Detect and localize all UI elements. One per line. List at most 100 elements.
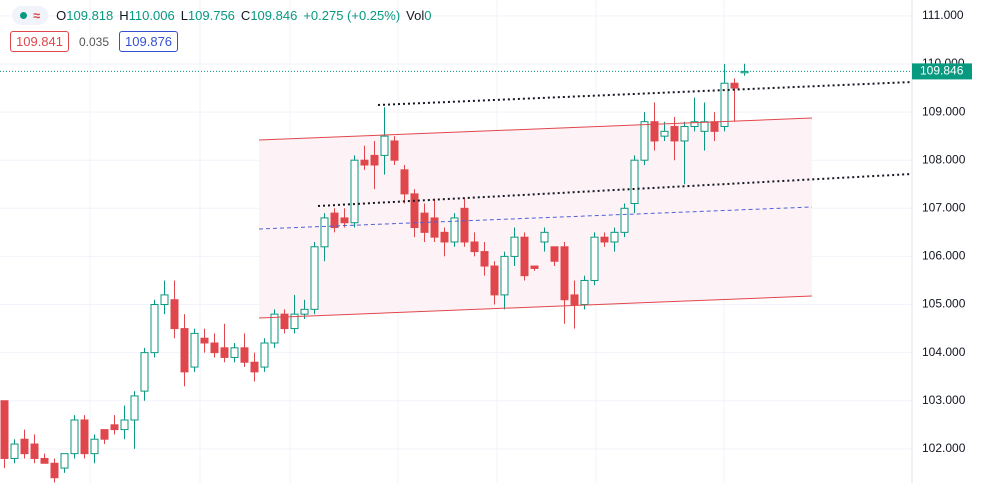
candle-body [310,246,319,310]
candle-body [300,308,309,315]
candle-body [170,299,179,330]
candle-body [550,246,559,262]
candle-body [650,121,659,142]
legend-row: ≈ O109.818 H110.006 L109.756 C109.846 +0.27… [12,6,431,25]
candle-body [620,207,629,233]
candle-body [640,121,649,161]
candle-body [60,453,69,469]
y-tick-label: 108.000 [922,152,966,166]
y-tick-label: 105.000 [922,297,966,311]
candle-body [360,159,369,166]
candle-body [500,255,509,296]
candle-body [20,438,29,455]
candle-body [480,251,489,267]
candle-body [340,217,349,224]
candle-body [590,236,599,281]
ohlc-value: 109.846 [250,8,298,23]
candle-body [690,121,699,128]
candle-body [220,347,229,358]
change: +0.275 (+0.25%) [303,8,401,23]
candle-body [240,347,249,363]
candle-body [390,140,399,161]
candle-body [670,126,679,142]
drawings [258,81,913,319]
candle-body [630,159,639,204]
candle-body [530,265,539,269]
y-tick-label: 103.000 [922,393,966,407]
y-tick-label: 107.000 [922,200,966,214]
ohlc-label: L [180,8,188,23]
candle-body [430,217,439,238]
ohlc-label: H [119,8,129,23]
last-price-tag [912,63,972,80]
candle-body [600,236,609,243]
candle-body [400,169,409,195]
candle-body [190,332,199,368]
candle-body [610,231,619,243]
volume: 0 [424,8,432,23]
candle-body [250,361,259,373]
candle-body [100,429,109,440]
candle-body [140,352,149,392]
candle-body [80,419,89,455]
candle-body [180,328,189,373]
y-tick-label: 109.000 [922,104,966,118]
candle-body [540,231,549,243]
candle-body [570,294,579,306]
candle-body [320,217,329,248]
candle-body [30,443,39,459]
candle-body [490,265,499,296]
candle-body [230,347,239,358]
ohlc-label: C [240,8,251,23]
spread: 0.035 [79,34,110,49]
axis-background [912,0,984,483]
candle-body [200,337,209,344]
candle-body [560,246,569,301]
candle-body [0,400,9,459]
candle-body [700,121,709,132]
candle-body [10,443,19,459]
candle-body [680,126,689,142]
candle-body [90,438,99,455]
last-price-label: 109.846 [920,64,964,78]
candle-body [40,457,49,464]
candle-body [330,212,339,229]
y-tick-label: 106.000 [922,249,966,263]
candle-body [290,313,299,330]
candle-body [160,294,169,306]
candle-body [470,241,479,253]
y-tick-label: 104.000 [922,345,966,359]
candle-body [280,313,289,330]
ohlc-value: 109.818 [66,8,114,23]
candle-body [270,313,279,344]
candle-body [150,304,159,354]
candle-body [70,419,79,455]
ohlc-label: O [56,8,67,23]
ask[interactable]: 109.876 [119,31,179,52]
y-tick-label: 111.000 [922,8,964,22]
bid[interactable]: 109.841 [10,31,69,52]
candle-body [720,82,729,128]
candle-body [710,121,719,132]
toggle-pill[interactable]: ≈ [12,6,49,25]
candle-body [130,395,139,421]
quote-row: 109.841 0.035 109.876 [10,31,179,52]
candle-body [460,207,469,243]
candle-body [440,231,449,243]
ohlc-value: 109.756 [187,8,235,23]
volume-label: Vol [406,8,425,23]
candle-body [580,279,589,306]
candle-body [120,419,129,431]
candle-body [210,342,219,354]
candle-body [510,236,519,257]
ohlc-value: 110.006 [128,8,175,23]
candle-body [660,130,669,137]
candle-body [260,342,269,368]
candle-body [370,154,379,166]
candle-body [50,462,59,479]
candle-body [730,82,739,89]
candle-body [380,135,389,156]
candle-body [350,159,359,224]
